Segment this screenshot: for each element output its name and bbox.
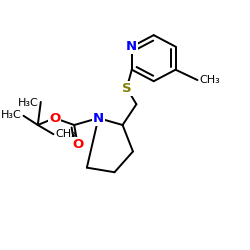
Text: CH₃: CH₃ — [56, 129, 76, 139]
Text: H₃C: H₃C — [0, 110, 21, 120]
Text: CH₃: CH₃ — [200, 75, 220, 85]
Text: N: N — [93, 112, 104, 124]
Text: N: N — [126, 40, 137, 53]
Text: O: O — [72, 138, 83, 151]
Text: S: S — [122, 82, 132, 95]
Text: H₃C: H₃C — [18, 98, 38, 108]
Text: O: O — [49, 112, 60, 124]
